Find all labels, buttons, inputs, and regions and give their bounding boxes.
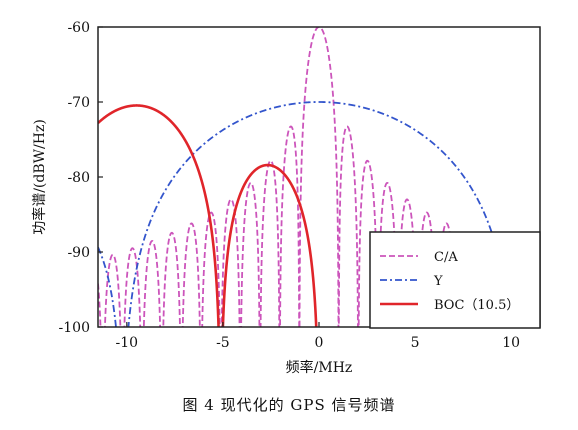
x-tick-label: -10 bbox=[116, 335, 139, 351]
x-tick-label: 10 bbox=[502, 335, 520, 351]
y-axis-title: 功率谱/(dBW/Hz) bbox=[31, 119, 48, 235]
x-tick-label: -5 bbox=[216, 335, 230, 351]
y-axis-ticks: -60 -70 -80 -90 -100 bbox=[59, 20, 103, 336]
legend: C/A Y BOC（10.5） bbox=[369, 231, 541, 329]
series-line-boc-10-5 bbox=[98, 104, 318, 327]
y-tick-label: -80 bbox=[67, 170, 90, 186]
series-layer bbox=[98, 27, 540, 327]
series-line-y bbox=[98, 101, 540, 327]
x-tick-label: 5 bbox=[411, 335, 420, 351]
y-tick-label: -100 bbox=[59, 320, 90, 336]
y-tick-label: -90 bbox=[67, 245, 90, 261]
legend-label: Y bbox=[433, 274, 443, 289]
chart: -10 -5 0 5 10 -60 -70 -80 -90 -100 频率/MHz 功率谱/(d… bbox=[31, 20, 541, 376]
figure-caption: 图 4 现代化的 GPS 信号频谱 bbox=[182, 396, 396, 414]
x-axis-ticks: -10 -5 0 5 10 bbox=[116, 322, 520, 351]
legend-label: BOC（10.5） bbox=[434, 298, 519, 313]
series-line-c-a bbox=[98, 27, 540, 327]
y-tick-label: -60 bbox=[67, 20, 90, 36]
x-axis-title: 频率/MHz bbox=[286, 359, 353, 376]
legend-label: C/A bbox=[434, 250, 458, 265]
y-tick-label: -70 bbox=[67, 95, 90, 111]
x-tick-label: 0 bbox=[315, 335, 324, 351]
